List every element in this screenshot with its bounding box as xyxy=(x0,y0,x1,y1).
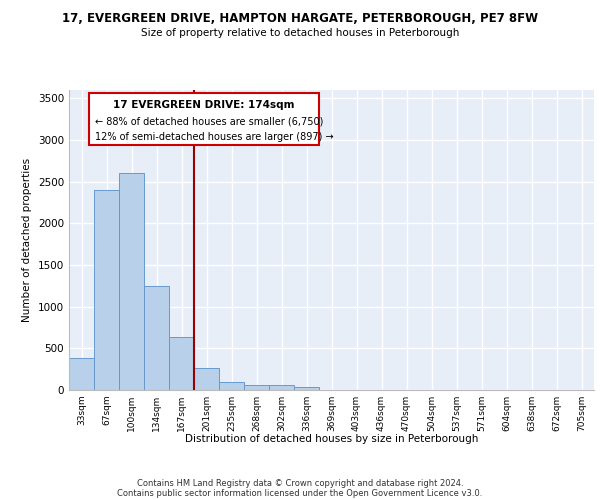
Bar xyxy=(169,336,194,390)
Bar xyxy=(269,386,294,390)
Bar xyxy=(219,382,244,390)
Text: Size of property relative to detached houses in Peterborough: Size of property relative to detached ho… xyxy=(141,28,459,38)
Bar xyxy=(119,174,144,390)
Bar xyxy=(294,386,319,390)
Text: Contains HM Land Registry data © Crown copyright and database right 2024.: Contains HM Land Registry data © Crown c… xyxy=(137,478,463,488)
Text: 17 EVERGREEN DRIVE: 174sqm: 17 EVERGREEN DRIVE: 174sqm xyxy=(113,100,295,110)
Bar xyxy=(194,368,219,390)
Bar xyxy=(244,385,269,390)
FancyBboxPatch shape xyxy=(89,94,319,145)
Text: 17, EVERGREEN DRIVE, HAMPTON HARGATE, PETERBOROUGH, PE7 8FW: 17, EVERGREEN DRIVE, HAMPTON HARGATE, PE… xyxy=(62,12,538,26)
Bar xyxy=(144,286,169,390)
Text: 12% of semi-detached houses are larger (897) →: 12% of semi-detached houses are larger (… xyxy=(95,132,334,142)
Text: Contains public sector information licensed under the Open Government Licence v3: Contains public sector information licen… xyxy=(118,488,482,498)
Bar xyxy=(94,190,119,390)
Bar xyxy=(69,358,94,390)
Text: ← 88% of detached houses are smaller (6,750): ← 88% of detached houses are smaller (6,… xyxy=(95,116,323,126)
X-axis label: Distribution of detached houses by size in Peterborough: Distribution of detached houses by size … xyxy=(185,434,478,444)
Y-axis label: Number of detached properties: Number of detached properties xyxy=(22,158,32,322)
